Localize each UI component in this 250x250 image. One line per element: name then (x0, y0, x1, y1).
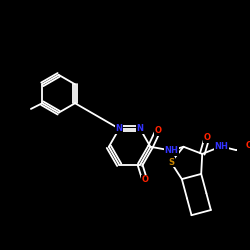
Text: NH: NH (164, 146, 178, 155)
Text: O: O (154, 126, 162, 135)
Text: NH: NH (214, 142, 228, 151)
Text: O: O (246, 141, 250, 150)
Text: S: S (168, 158, 174, 167)
Text: N: N (136, 124, 143, 133)
Text: N: N (116, 124, 123, 133)
Text: O: O (204, 133, 210, 142)
Text: O: O (141, 176, 148, 184)
